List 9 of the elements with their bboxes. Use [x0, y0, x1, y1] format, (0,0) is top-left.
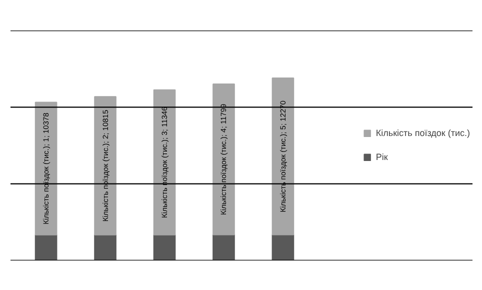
legend-label: Рік	[376, 152, 389, 162]
bar	[272, 234, 294, 260]
bar	[34, 234, 58, 260]
bar	[212, 84, 235, 236]
bar	[94, 234, 116, 260]
bar	[153, 234, 176, 260]
legend-label: Кількість поїздок (тис.)	[376, 128, 470, 138]
bar	[94, 96, 116, 236]
bar	[212, 234, 235, 260]
